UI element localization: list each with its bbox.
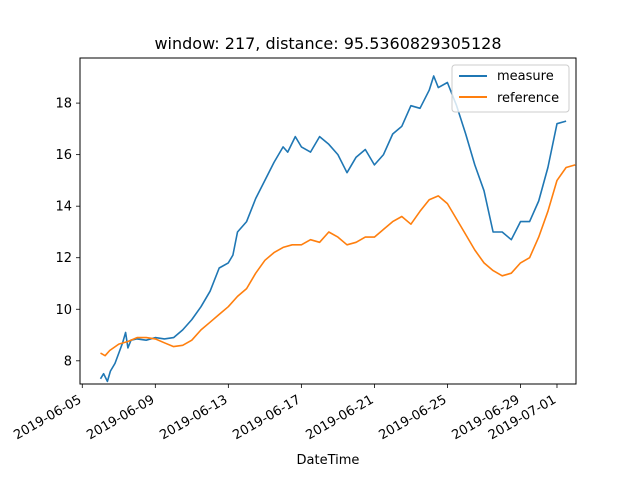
- y-axis: 8 10 12 14 16 18: [55, 97, 80, 369]
- y-tick-label: 16: [55, 148, 72, 163]
- y-tick-label: 18: [55, 97, 72, 112]
- chart-title: window: 217, distance: 95.5360829305128: [154, 34, 501, 53]
- y-tick-label: 8: [64, 354, 72, 369]
- legend: measure reference: [451, 64, 570, 113]
- y-tick-label: 12: [55, 251, 72, 266]
- legend-label-measure: measure: [497, 69, 554, 84]
- axes-frame: [79, 57, 577, 385]
- legend-label-reference: reference: [497, 91, 559, 106]
- series-line-measure: [99, 75, 567, 383]
- series-line-reference: [100, 164, 576, 357]
- y-tick-label: 14: [55, 200, 72, 215]
- y-tick-label: 10: [55, 303, 72, 318]
- x-axis-label: DateTime: [297, 453, 360, 468]
- plot-area: [99, 75, 576, 383]
